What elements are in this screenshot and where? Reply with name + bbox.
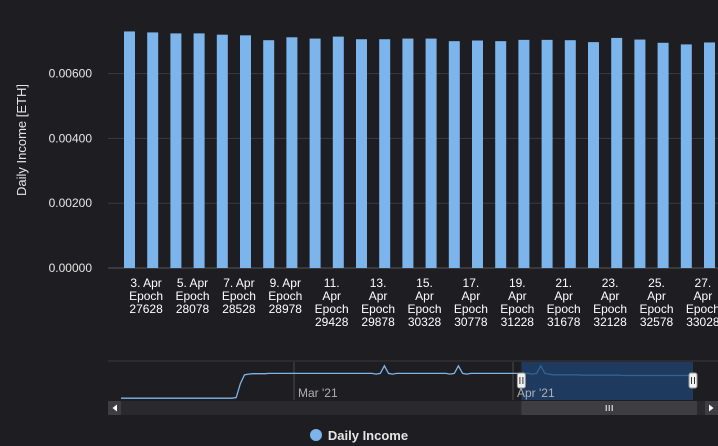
legend-series-marker bbox=[309, 429, 322, 441]
scroll-right-arrow-icon bbox=[709, 404, 714, 412]
bar[interactable] bbox=[541, 39, 553, 269]
y-tick-label: 0.00600 bbox=[49, 67, 93, 81]
navigator[interactable]: Mar '21 Apr '21 bbox=[108, 360, 718, 415]
handle-body[interactable] bbox=[688, 372, 698, 389]
bar-series[interactable] bbox=[124, 31, 715, 269]
bar[interactable] bbox=[402, 38, 414, 269]
x-tick-label: 7. Apr Epoch 28528 bbox=[222, 276, 256, 316]
legend[interactable]: Daily Income bbox=[0, 428, 718, 443]
bar[interactable] bbox=[588, 42, 599, 269]
scrollbar-grip-icon bbox=[605, 405, 613, 411]
x-tick-label: 13. Apr Epoch 29878 bbox=[361, 276, 395, 329]
bar[interactable] bbox=[332, 36, 344, 268]
x-tick-label: 23. Apr Epoch 32128 bbox=[593, 276, 627, 329]
bar[interactable] bbox=[495, 41, 507, 269]
scroll-left-arrow-icon bbox=[112, 404, 117, 412]
bar[interactable] bbox=[263, 40, 275, 268]
y-tick-label: 0.00400 bbox=[49, 131, 93, 145]
x-tick-label: 15. Apr Epoch 30328 bbox=[407, 276, 441, 329]
bar[interactable] bbox=[472, 40, 483, 269]
bar[interactable] bbox=[657, 42, 669, 269]
bar[interactable] bbox=[634, 39, 646, 268]
bar[interactable] bbox=[147, 32, 159, 268]
bar[interactable] bbox=[309, 38, 321, 269]
bar[interactable] bbox=[356, 39, 367, 269]
bar[interactable] bbox=[170, 33, 182, 268]
bar[interactable] bbox=[379, 39, 391, 269]
navigator-scrollbar[interactable] bbox=[108, 401, 718, 415]
navigator-left-handle[interactable] bbox=[516, 372, 526, 389]
bar[interactable] bbox=[124, 31, 135, 268]
x-tick-label: 27. Apr Epoch 33028 bbox=[686, 276, 718, 329]
bar[interactable] bbox=[518, 39, 530, 269]
bar[interactable] bbox=[193, 33, 205, 268]
navigator-axis-labels: Mar '21 Apr '21 bbox=[298, 386, 555, 400]
navigator-gridlines bbox=[293, 362, 514, 400]
bar[interactable] bbox=[611, 37, 623, 269]
navigator-selected-range[interactable] bbox=[521, 362, 693, 400]
x-tick-label: 11. Apr Epoch 29428 bbox=[315, 276, 349, 329]
bar[interactable] bbox=[448, 41, 460, 269]
x-tick-label: 17. Apr Epoch 30778 bbox=[454, 276, 488, 329]
x-tick-label: 25. Apr Epoch 32578 bbox=[639, 276, 673, 329]
x-tick-label: 5. Apr Epoch 28078 bbox=[175, 276, 209, 316]
handle-body[interactable] bbox=[516, 372, 526, 389]
y-tick-label: 0.00200 bbox=[49, 196, 93, 210]
y-axis-title: Daily Income [ETH] bbox=[14, 84, 29, 196]
bar[interactable] bbox=[425, 38, 437, 269]
y-tick-label: 0.00000 bbox=[49, 261, 93, 275]
navigator-axis-label: Apr '21 bbox=[517, 386, 555, 400]
x-axis-ticks: 3. Apr Epoch 27628 5. Apr Epoch 28078 7. Apr Ep… bbox=[129, 276, 718, 329]
bar[interactable] bbox=[680, 44, 692, 269]
navigator-axis-label: Mar '21 bbox=[298, 386, 338, 400]
bar[interactable] bbox=[286, 37, 298, 269]
legend-label: Daily Income bbox=[327, 428, 409, 443]
x-tick-label: 9. Apr Epoch 28978 bbox=[268, 276, 302, 316]
x-tick-label: 21. Apr Epoch 31678 bbox=[547, 276, 581, 329]
bar[interactable] bbox=[564, 40, 576, 268]
y-axis-ticks: 0.00000 0.00200 0.00400 0.00600 bbox=[49, 67, 93, 275]
x-tick-label: 19. Apr Epoch 31228 bbox=[500, 276, 534, 329]
bar[interactable] bbox=[216, 34, 228, 268]
x-tick-label: 3. Apr Epoch 27628 bbox=[129, 276, 163, 316]
bar[interactable] bbox=[240, 35, 251, 268]
navigator-right-handle[interactable] bbox=[688, 372, 698, 389]
bar[interactable] bbox=[704, 42, 715, 269]
